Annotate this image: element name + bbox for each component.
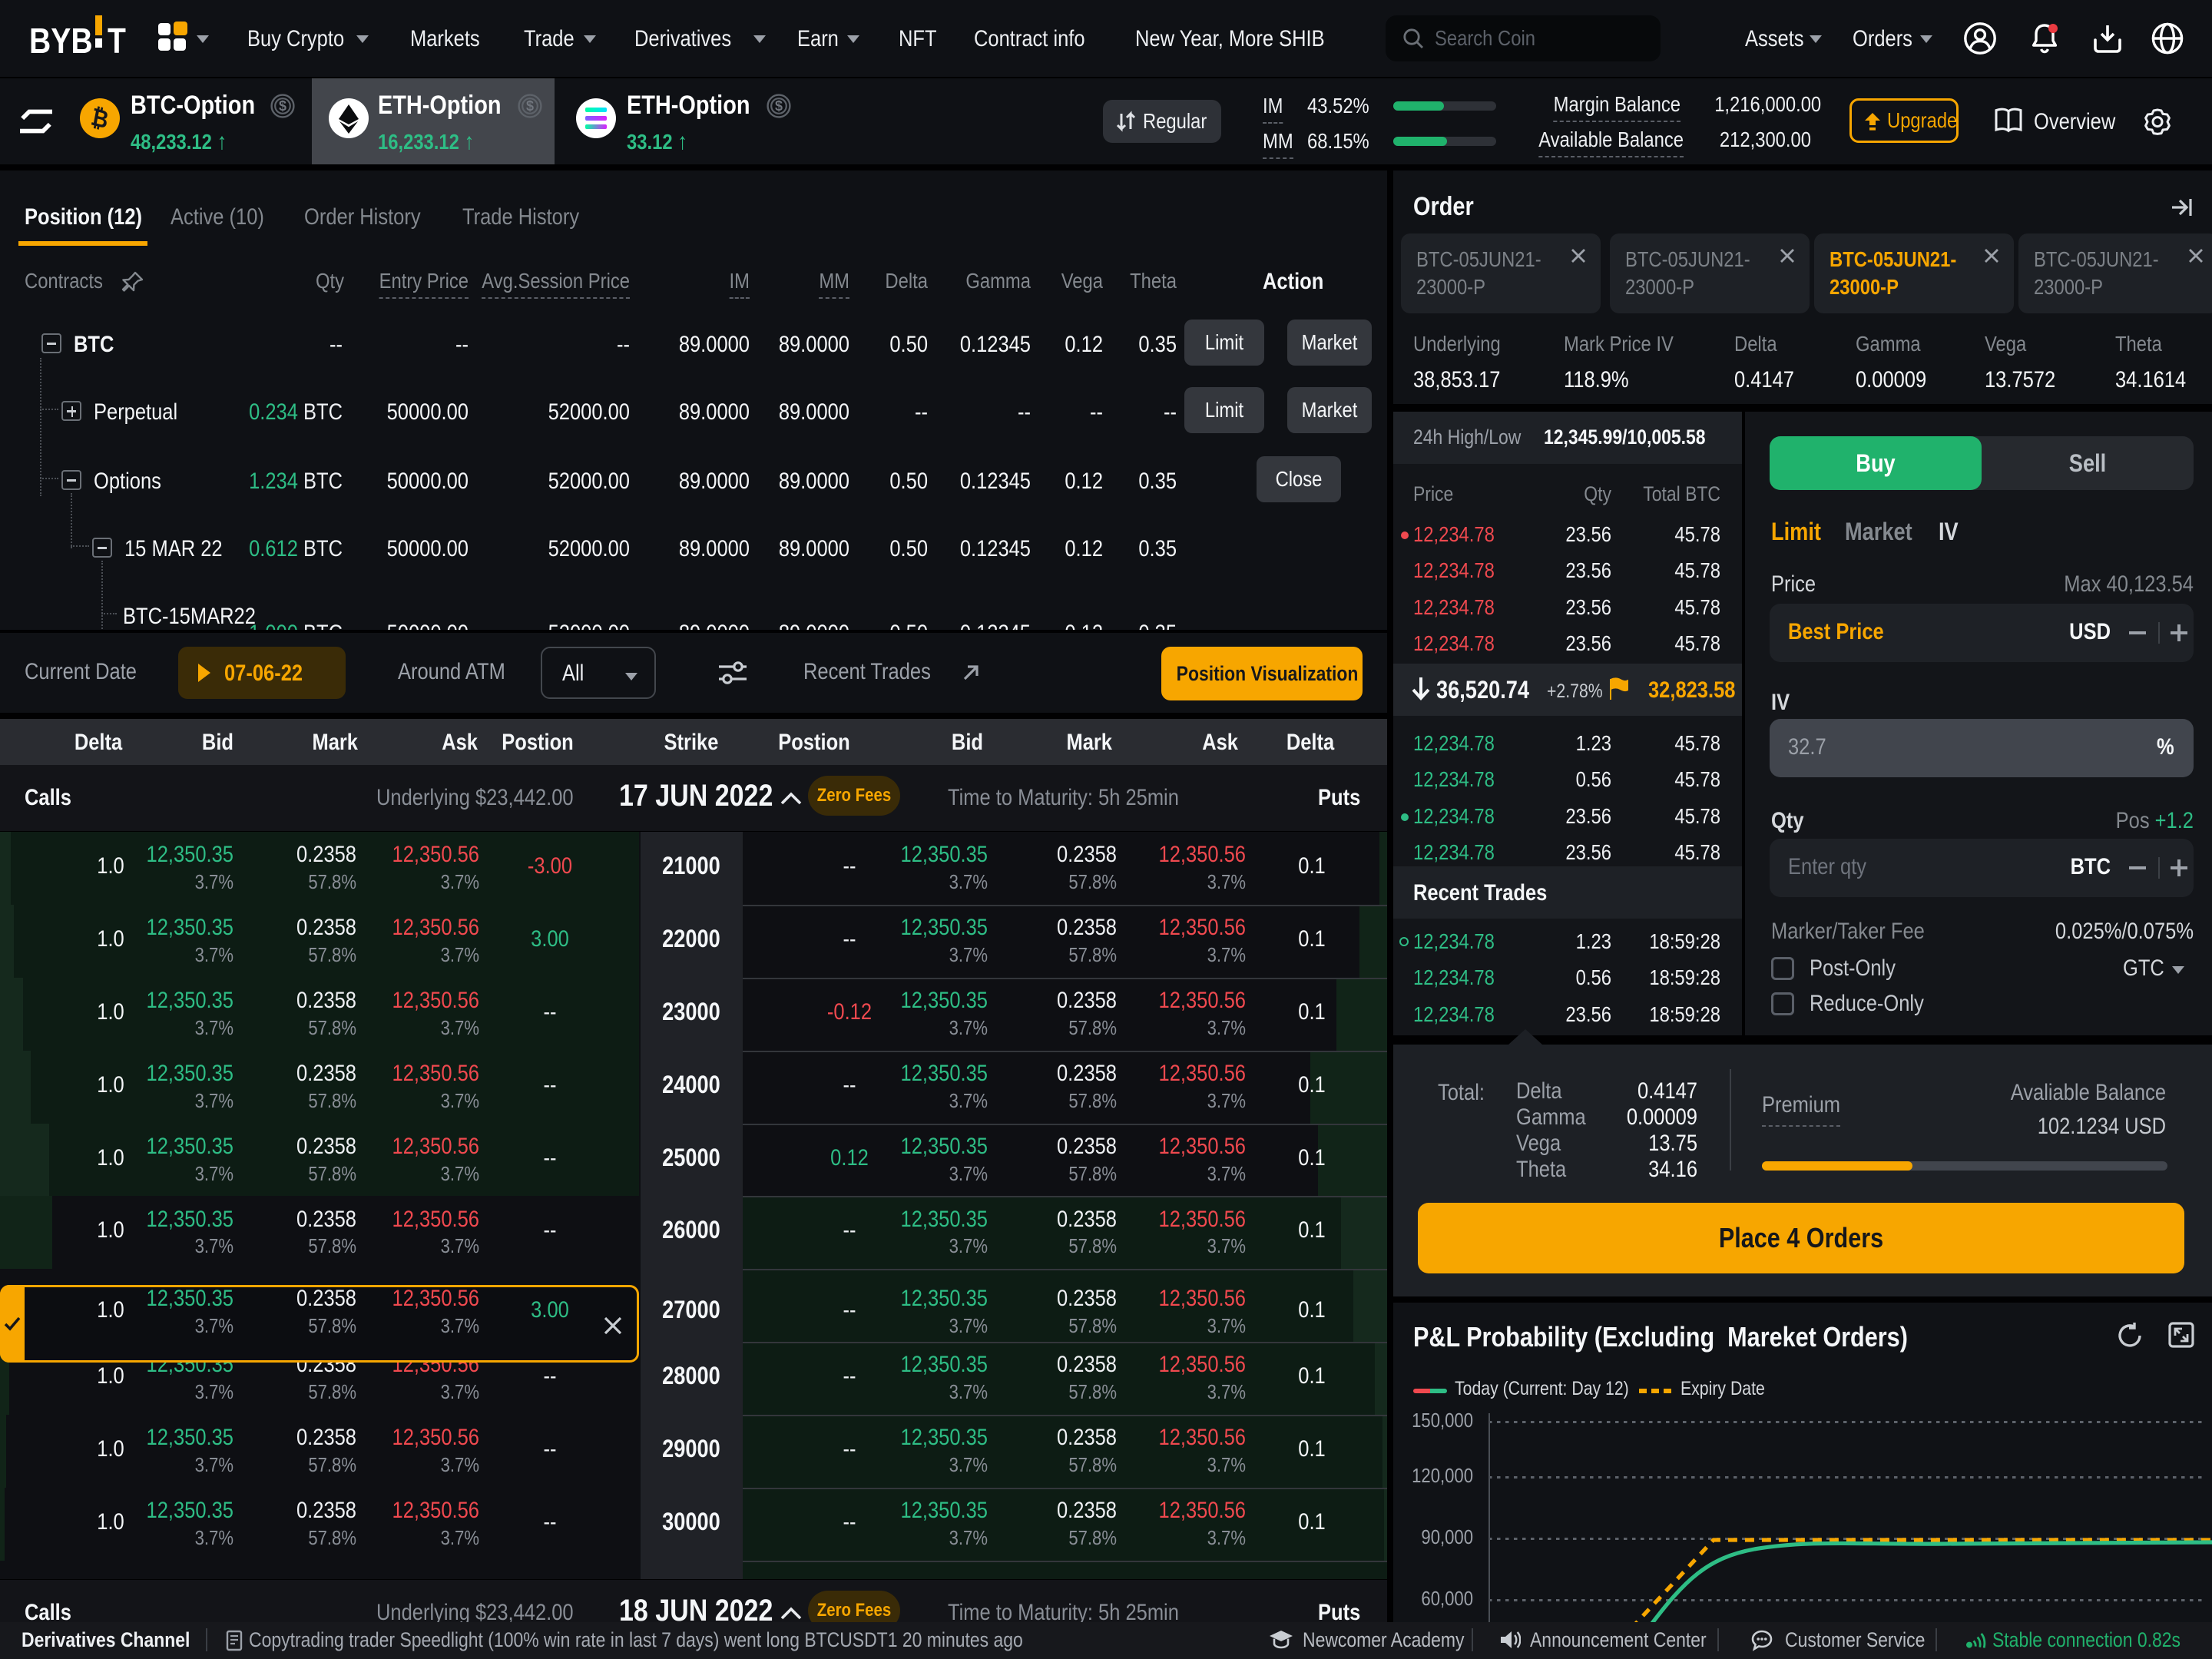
svg-text:$: $ <box>279 98 286 114</box>
svg-text:$: $ <box>775 98 783 114</box>
svg-text:$: $ <box>526 98 534 114</box>
